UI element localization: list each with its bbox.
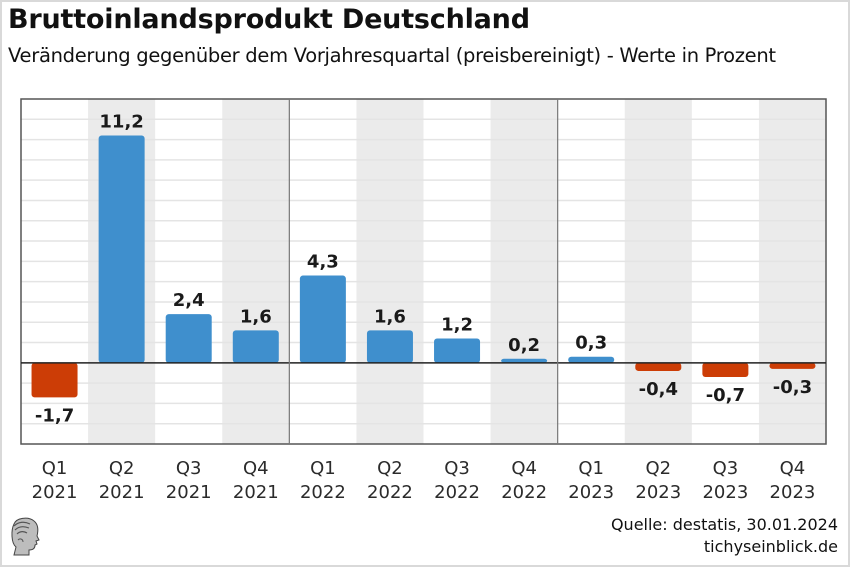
column-band: [490, 99, 558, 444]
bar: [31, 362, 78, 398]
x-tick-label-year: 2021: [32, 482, 78, 503]
x-tick-label-year: 2022: [501, 482, 547, 503]
column-bands: [88, 99, 826, 444]
column-band: [624, 99, 692, 444]
value-label: -0,7: [706, 385, 745, 406]
x-tick-label-quarter: Q2: [645, 458, 671, 479]
x-tick-label-quarter: Q4: [780, 458, 806, 479]
bar: [702, 362, 749, 378]
value-label: 1,2: [441, 314, 473, 335]
value-label: 0,3: [575, 333, 607, 354]
x-tick-label-quarter: Q2: [109, 458, 135, 479]
value-label: 11,2: [99, 112, 143, 133]
bar: [501, 358, 548, 363]
x-tick-label-year: 2023: [568, 482, 614, 503]
value-label: -0,3: [773, 377, 812, 398]
x-axis-labels: Q1 2021 Q2 2021 Q3 2021 Q4 2021 Q1 2022 Q2 2022 Q3 20…: [32, 458, 816, 503]
chart-title: Bruttoinlandsprodukt Deutschland: [8, 4, 530, 35]
axes: [20, 98, 827, 445]
x-tick-label-year: 2022: [300, 482, 346, 503]
source-note: Quelle: destatis, 30.01.2024 tichyseinbl…: [611, 514, 838, 558]
x-tick-label-quarter: Q2: [377, 458, 403, 479]
bar: [299, 275, 346, 363]
bar: [232, 330, 279, 363]
hermes-head-logo-icon: [11, 517, 40, 556]
bar: [165, 314, 212, 363]
x-tick-label-year: 2023: [635, 482, 681, 503]
chart-subtitle: Veränderung gegenüber dem Vorjahresquart…: [8, 44, 776, 67]
value-labels: -1,7 11,2 2,4 1,6 4,3 1,6 1,2 0,2 0,3 -0,4 -0,7 -0,…: [35, 112, 812, 427]
plot-border: [20, 98, 827, 445]
column-band: [356, 99, 424, 444]
value-label: 1,6: [240, 306, 272, 327]
x-tick-label-quarter: Q4: [243, 458, 269, 479]
x-tick-label-quarter: Q1: [42, 458, 68, 479]
bar: [635, 362, 682, 371]
value-label: 1,6: [374, 306, 406, 327]
column-band: [222, 99, 290, 444]
bar: [434, 338, 481, 363]
bar: [769, 362, 816, 369]
x-tick-label-quarter: Q3: [176, 458, 202, 479]
bar: [568, 356, 615, 363]
x-tick-label-year: 2023: [770, 482, 816, 503]
x-tick-label-year: 2022: [434, 482, 480, 503]
x-tick-label-quarter: Q1: [578, 458, 604, 479]
x-tick-label-year: 2023: [702, 482, 748, 503]
value-label: -1,7: [35, 405, 74, 426]
x-tick-label-quarter: Q3: [713, 458, 739, 479]
x-tick-label-year: 2021: [233, 482, 279, 503]
column-band: [758, 99, 826, 444]
x-tick-label-year: 2021: [166, 482, 212, 503]
gridlines: [21, 118, 826, 425]
source-text: Quelle: destatis, 30.01.2024: [610, 515, 838, 534]
x-tick-label-year: 2021: [99, 482, 145, 503]
value-label: 2,4: [173, 290, 205, 311]
x-tick-label-quarter: Q3: [444, 458, 470, 479]
bar: [98, 135, 145, 363]
x-tick-label-year: 2022: [367, 482, 413, 503]
value-label: 0,2: [508, 335, 540, 356]
x-tick-label-quarter: Q1: [310, 458, 336, 479]
site-text: tichyseinblick.de: [703, 537, 838, 556]
value-label: 4,3: [307, 252, 339, 273]
bars: [31, 135, 816, 398]
x-tick-label-quarter: Q4: [511, 458, 537, 479]
bar: [366, 330, 413, 363]
value-label: -0,4: [639, 379, 678, 400]
